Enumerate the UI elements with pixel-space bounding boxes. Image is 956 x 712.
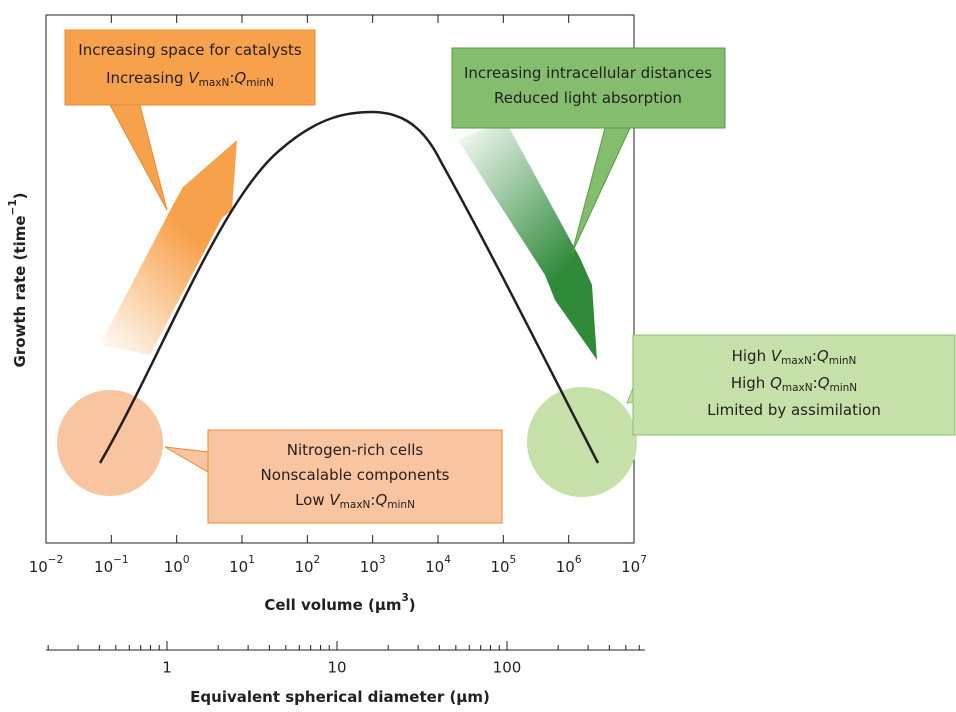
- text-part: V: [329, 491, 341, 509]
- tick-base: 10: [621, 558, 640, 576]
- x-tick-label: 106: [556, 554, 582, 576]
- green-arrow: [458, 120, 597, 360]
- text-part: maxN: [781, 355, 812, 367]
- text-part: maxN: [340, 499, 371, 511]
- tick-exp: 6: [575, 554, 582, 566]
- text-part: minN: [387, 499, 415, 511]
- tick-exp: −1: [113, 554, 128, 566]
- x2-tick-label: 1: [162, 659, 172, 677]
- callout-text: Reduced light absorption: [494, 89, 682, 107]
- text-part: Q: [770, 374, 782, 392]
- callout-text: Increasing space for catalysts: [78, 41, 302, 59]
- orange-arrow: [100, 140, 237, 355]
- text-part: minN: [830, 382, 858, 394]
- tick-base: 10: [229, 558, 248, 576]
- x-tick-label: 107: [621, 554, 647, 576]
- text-part: :: [370, 491, 375, 509]
- callout-pointer: [571, 127, 631, 254]
- tick-exp: −2: [48, 554, 63, 566]
- plot-frame: [45, 14, 635, 544]
- tick-exp: 0: [183, 554, 190, 566]
- callout-text: High VmaxN:QminN: [732, 347, 857, 368]
- text-part: V: [771, 347, 783, 365]
- text-part: minN: [829, 355, 857, 367]
- callout-text: Increasing intracellular distances: [464, 64, 712, 82]
- text-part: High: [732, 347, 771, 365]
- callout-pointer: [164, 446, 209, 473]
- text-part: Reduced light absorption: [494, 89, 682, 107]
- text-part: 3: [401, 592, 408, 604]
- x-axis-label: Cell volume (µm3): [264, 592, 415, 614]
- text-part: minN: [246, 77, 274, 89]
- callout-text: Nitrogen-rich cells: [287, 441, 424, 459]
- text-part: ): [11, 193, 29, 200]
- y-axis-label: Growth rate (time−1): [7, 193, 29, 368]
- tick-exp: 7: [640, 554, 647, 566]
- text-part: ): [409, 596, 416, 614]
- large-cell-circle: [527, 387, 637, 497]
- text-part: Cell volume (µm: [264, 596, 401, 614]
- x-tick-label: 100: [164, 554, 190, 576]
- callout-box: [451, 47, 726, 129]
- x-tick-label: 10−2: [29, 554, 64, 576]
- callout-text: Increasing VmaxN:QminN: [106, 69, 274, 90]
- callout-box: [64, 29, 316, 106]
- text-part: −1: [7, 199, 19, 215]
- tick-exp: 4: [444, 554, 451, 566]
- callout-pointer: [109, 104, 168, 211]
- text-part: Increasing: [106, 69, 188, 87]
- tick-base: 10: [29, 558, 48, 576]
- text-part: Growth rate (time: [11, 215, 29, 367]
- text-part: Q: [818, 374, 830, 392]
- tick-base: 10: [94, 558, 113, 576]
- tick-base: 10: [425, 558, 444, 576]
- text-part: Low: [295, 491, 329, 509]
- callout-text: Low VmaxN:QminN: [295, 491, 415, 512]
- tick-base: 10: [164, 558, 183, 576]
- tick-base: 10: [556, 558, 575, 576]
- x2-tick-label: 10: [327, 659, 346, 677]
- x2-axis-label: Equivalent spherical diameter (µm): [190, 688, 490, 706]
- callout-text: Nonscalable components: [261, 466, 450, 484]
- x-tick-label: 104: [425, 554, 451, 576]
- text-part: Q: [234, 69, 246, 87]
- callout-box: [632, 334, 956, 436]
- text-part: Equivalent spherical diameter (µm): [190, 688, 490, 706]
- callout-pointer: [626, 387, 634, 404]
- text-part: Q: [817, 347, 829, 365]
- text-part: maxN: [199, 77, 230, 89]
- callout-box: [207, 429, 503, 524]
- tick-base: 10: [294, 558, 313, 576]
- text-part: Q: [375, 491, 387, 509]
- text-part: Increasing space for catalysts: [78, 41, 302, 59]
- x-tick-label: 103: [360, 554, 386, 576]
- tick-exp: 5: [510, 554, 517, 566]
- x2-tick-label: 100: [493, 659, 522, 677]
- x-tick-label: 10−1: [94, 554, 129, 576]
- x-tick-label: 101: [229, 554, 255, 576]
- text-part: V: [188, 69, 200, 87]
- growth-curve: [98, 110, 600, 464]
- callout-text: Limited by assimilation: [707, 401, 881, 419]
- x-tick-label: 102: [294, 554, 320, 576]
- text-part: High: [731, 374, 770, 392]
- text-part: Limited by assimilation: [707, 401, 881, 419]
- text-part: :: [812, 347, 817, 365]
- text-part: :: [813, 374, 818, 392]
- tick-base: 10: [490, 558, 509, 576]
- tick-base: 10: [360, 558, 379, 576]
- text-part: Nonscalable components: [261, 466, 450, 484]
- text-part: Nitrogen-rich cells: [287, 441, 424, 459]
- text-part: maxN: [782, 382, 813, 394]
- callout-text: High QmaxN:QminN: [731, 374, 857, 395]
- x-tick-label: 105: [490, 554, 516, 576]
- text-part: Increasing intracellular distances: [464, 64, 712, 82]
- text-part: :: [229, 69, 234, 87]
- tick-exp: 2: [314, 554, 321, 566]
- tick-exp: 1: [248, 554, 255, 566]
- tick-exp: 3: [379, 554, 386, 566]
